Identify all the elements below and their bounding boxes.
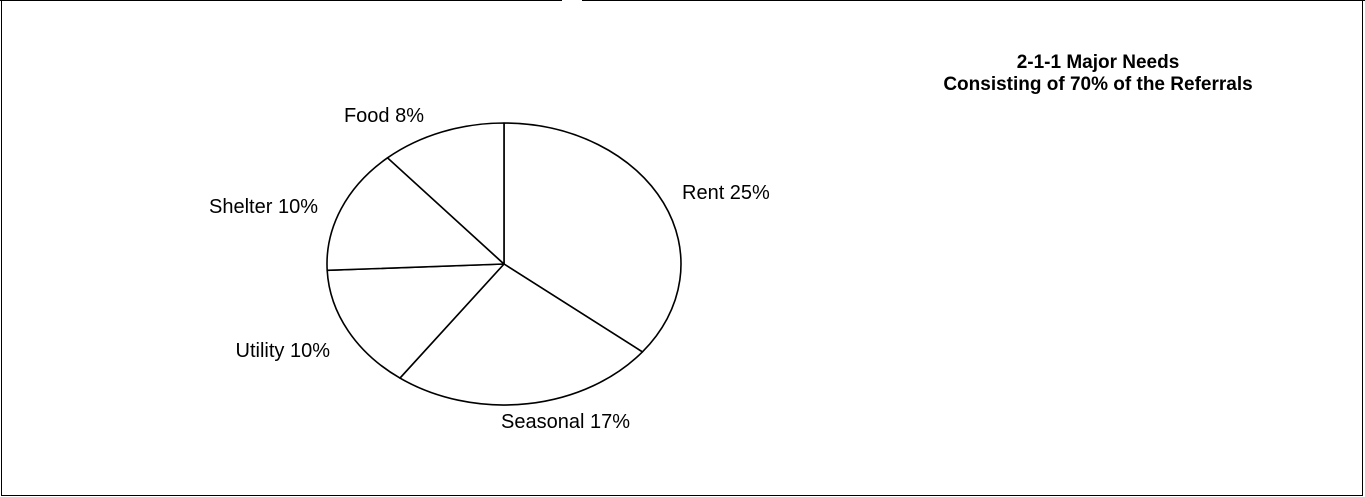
slice-label-utility: Utility 10%	[236, 340, 331, 362]
pie-slice-rent	[503, 122, 682, 353]
chart-title-line-1: 2-1-1 Major Needs	[1016, 52, 1180, 73]
slice-label-food: Food 8%	[344, 105, 424, 127]
pie-slice-food	[386, 122, 505, 265]
slice-label-rent: Rent 25%	[682, 182, 770, 204]
slice-label-seasonal: Seasonal 17%	[501, 411, 630, 433]
pie-slice-utility	[326, 263, 505, 379]
pie-slice-seasonal	[399, 263, 644, 406]
pie-slice-shelter	[326, 157, 505, 272]
chart-title: 2-1-1 Major Needs Consisting of 70% of t…	[860, 52, 1336, 96]
slice-label-shelter: Shelter 10%	[209, 196, 318, 218]
chart-title-line-2: Consisting of 70% of the Referrals	[943, 74, 1253, 95]
frame-top-border	[0, 0, 562, 1]
frame-top-border	[582, 0, 1365, 1]
